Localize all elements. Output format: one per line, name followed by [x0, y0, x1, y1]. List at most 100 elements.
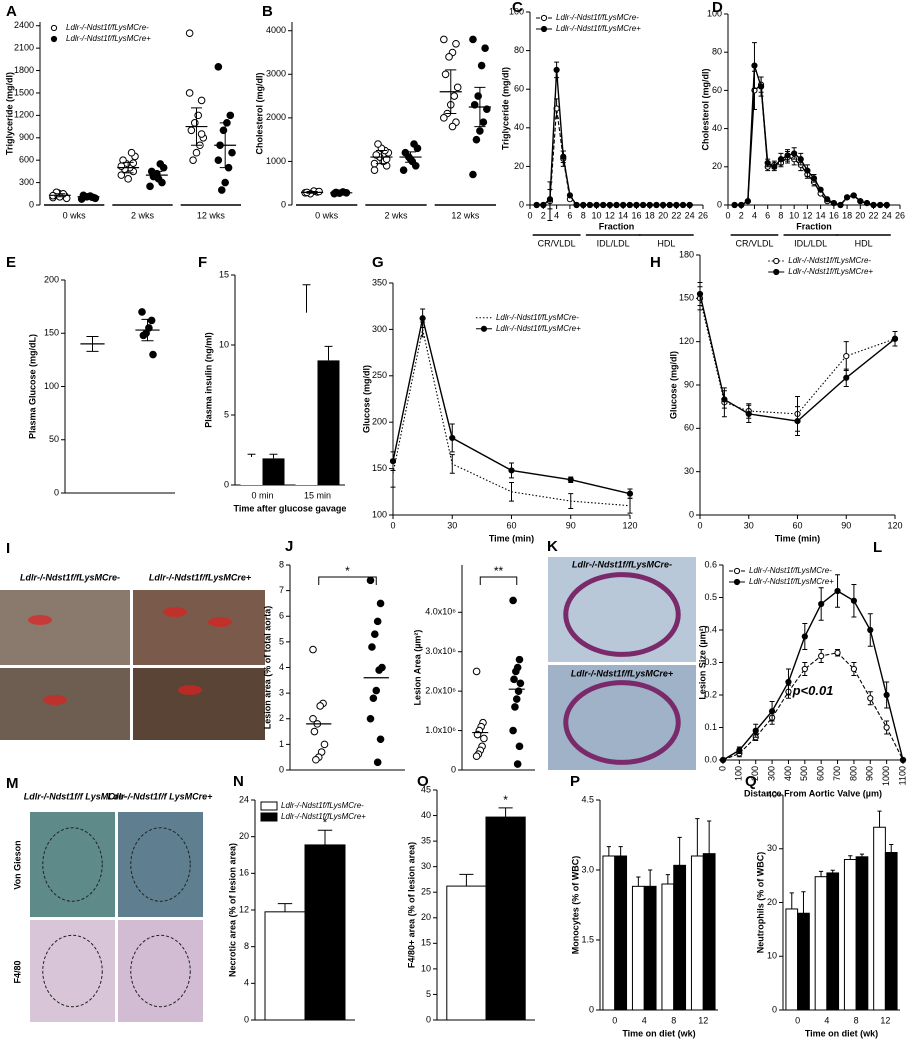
- series-line: [392, 329, 631, 507]
- y-tick-label: 300: [372, 324, 387, 334]
- y-tick-label: 0.2: [704, 689, 717, 699]
- data-point: [156, 160, 165, 168]
- y-tick-label: 30: [767, 843, 777, 853]
- y-tick-label: 2000: [266, 112, 286, 122]
- y-tick-label: 0: [244, 1014, 249, 1024]
- y-tick-label: 0: [772, 1004, 777, 1014]
- data-point: [320, 740, 329, 749]
- y-tick-label: 200: [44, 274, 59, 284]
- data-point: [771, 163, 778, 170]
- data-point: [472, 752, 481, 761]
- error-bar: [219, 122, 231, 169]
- x-tick-label: 90: [841, 520, 851, 530]
- bar: [873, 826, 886, 1011]
- x-tick-label: 0 wks: [315, 210, 339, 220]
- data-point: [586, 201, 593, 209]
- data-point: [310, 727, 319, 736]
- x-tick-label: 120: [887, 520, 902, 530]
- bar: [264, 911, 306, 1021]
- y-axis-label: Neutrophils (% of WBC): [755, 852, 765, 954]
- data-point: [593, 201, 600, 209]
- data-point: [510, 675, 518, 684]
- data-point: [452, 39, 460, 48]
- panel-label: J: [285, 538, 293, 555]
- data-point: [127, 148, 136, 157]
- data-point: [533, 201, 540, 209]
- y-tick-label: 2: [279, 713, 284, 723]
- data-point: [371, 630, 379, 638]
- stain: [43, 695, 67, 705]
- y-tick-label: 60: [514, 84, 524, 94]
- data-point: [149, 350, 157, 359]
- data-point: [472, 135, 481, 144]
- error-bar: [877, 810, 882, 828]
- lesion-outline: [130, 827, 191, 902]
- y-tick-label: 4: [244, 978, 249, 988]
- data-point: [370, 166, 379, 174]
- data-point: [479, 118, 488, 127]
- y-tick-label: 20: [239, 831, 249, 841]
- y-tick-label: 3.0x10⁶: [425, 646, 456, 656]
- error-bar: [141, 318, 154, 342]
- data-point: [606, 201, 613, 209]
- data-point: [147, 316, 156, 325]
- series-line: [392, 318, 631, 495]
- data-point: [791, 150, 798, 157]
- x-tick-label: 4: [824, 1015, 829, 1025]
- data-point: [824, 196, 831, 203]
- x-tick-label: 15 min: [304, 490, 331, 500]
- x-tick-label: 0: [725, 210, 730, 220]
- data-point: [185, 89, 194, 97]
- x-tick-label: 2: [739, 210, 744, 220]
- y-tick-label: 150: [44, 328, 59, 338]
- error-bar: [277, 903, 293, 912]
- panel-label: O: [417, 773, 429, 790]
- data-point: [512, 667, 520, 676]
- bar: [631, 885, 645, 1011]
- y-tick-label: 2100: [14, 43, 34, 53]
- y-tick-label: 5: [426, 989, 431, 999]
- y-tick-label: 15: [219, 269, 229, 279]
- image-tile: [0, 590, 130, 665]
- error-bar: [648, 869, 653, 887]
- image-label: Ldlr-/-Ndst1f/f LysMCre+: [108, 791, 214, 801]
- x-tick-label: 18: [842, 210, 852, 220]
- data-point: [469, 170, 477, 179]
- data-point: [419, 315, 426, 322]
- data-point: [553, 66, 560, 74]
- y-tick-label: 4.0x10⁶: [425, 607, 456, 617]
- x-tick-label: 4: [752, 210, 757, 220]
- data-point: [185, 29, 194, 38]
- data-point: [376, 599, 385, 608]
- x-tick-label: 26: [895, 210, 905, 220]
- x-tick-label: 90: [566, 520, 576, 530]
- bar: [602, 855, 616, 1011]
- y-tick-label: 0: [589, 1004, 594, 1014]
- data-point: [129, 159, 138, 167]
- bar: [673, 864, 687, 1011]
- y-tick-label: 80: [514, 45, 524, 55]
- panel-label: E: [6, 254, 16, 271]
- bar: [643, 885, 657, 1011]
- x-tick-label: 60: [792, 520, 802, 530]
- error-bar: [306, 190, 318, 194]
- series-line: [734, 83, 887, 206]
- series-line: [722, 590, 904, 761]
- x-tick-label: 100: [734, 766, 744, 781]
- section: [563, 572, 681, 657]
- y-axis-label: F4/80+ area (% of lesion area): [406, 842, 416, 968]
- x-tick-label: 1100: [897, 766, 907, 785]
- y-tick-label: 30: [684, 466, 694, 476]
- y-tick-label: 1: [279, 739, 284, 749]
- error-bar: [801, 891, 806, 914]
- x-tick-label: 120: [622, 520, 637, 530]
- y-tick-label: 1000: [266, 156, 286, 166]
- data-point: [138, 308, 146, 316]
- x-tick-label: 24: [882, 210, 892, 220]
- panel-label: L: [873, 539, 882, 556]
- panel-label: M: [6, 775, 19, 792]
- panel-label: K: [547, 538, 558, 555]
- data-point: [375, 666, 383, 674]
- x-tick-label: 60: [506, 520, 516, 530]
- data-point: [187, 126, 196, 135]
